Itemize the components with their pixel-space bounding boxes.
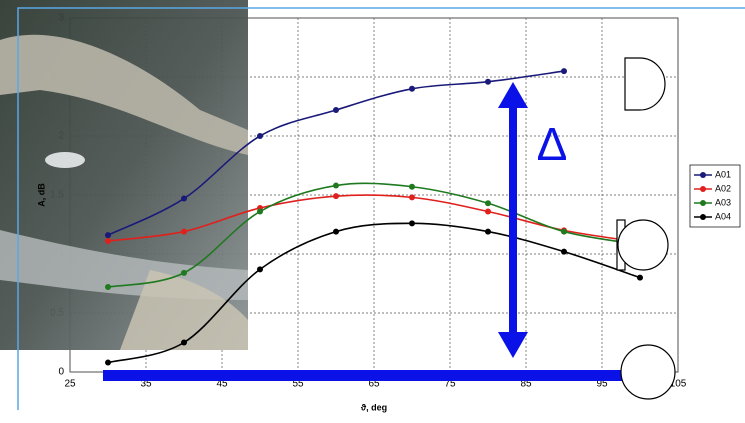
data-point (105, 284, 111, 290)
legend-marker (700, 186, 706, 192)
data-point (409, 220, 415, 226)
legend-label: A01 (715, 169, 731, 179)
x-axis-label: ϑ, deg (361, 402, 387, 412)
legend-marker (700, 172, 706, 178)
y-tick-label: 0 (58, 367, 64, 378)
data-point (409, 86, 415, 92)
data-point (333, 229, 339, 235)
legend-label: A04 (715, 211, 731, 221)
data-point (561, 229, 567, 235)
y-axis-label: A, dB (36, 183, 46, 207)
data-point (181, 196, 187, 202)
data-point (333, 193, 339, 199)
data-point (561, 249, 567, 255)
data-point (105, 232, 111, 238)
data-point (333, 183, 339, 189)
x-tick-label: 25 (64, 379, 76, 390)
legend-label: A02 (715, 183, 731, 193)
legend-marker (700, 200, 706, 206)
legend-label: A03 (715, 197, 731, 207)
data-point (485, 79, 491, 85)
data-point (181, 270, 187, 276)
chart: 00.511.522.532535455565758595105A01A02A0… (0, 0, 745, 423)
data-point (257, 133, 263, 139)
data-point (485, 229, 491, 235)
annotation: Δ (537, 118, 568, 170)
photo (0, 0, 248, 350)
data-point (485, 209, 491, 215)
data-point (409, 194, 415, 200)
data-point (105, 360, 111, 366)
data-point (409, 184, 415, 190)
data-point (257, 209, 263, 215)
data-point (333, 107, 339, 113)
data-point (181, 229, 187, 235)
data-point (485, 200, 491, 206)
data-point (257, 266, 263, 272)
data-point (181, 340, 187, 346)
data-point (561, 68, 567, 74)
data-point (105, 238, 111, 244)
data-point (637, 275, 643, 281)
legend-marker (700, 214, 706, 220)
